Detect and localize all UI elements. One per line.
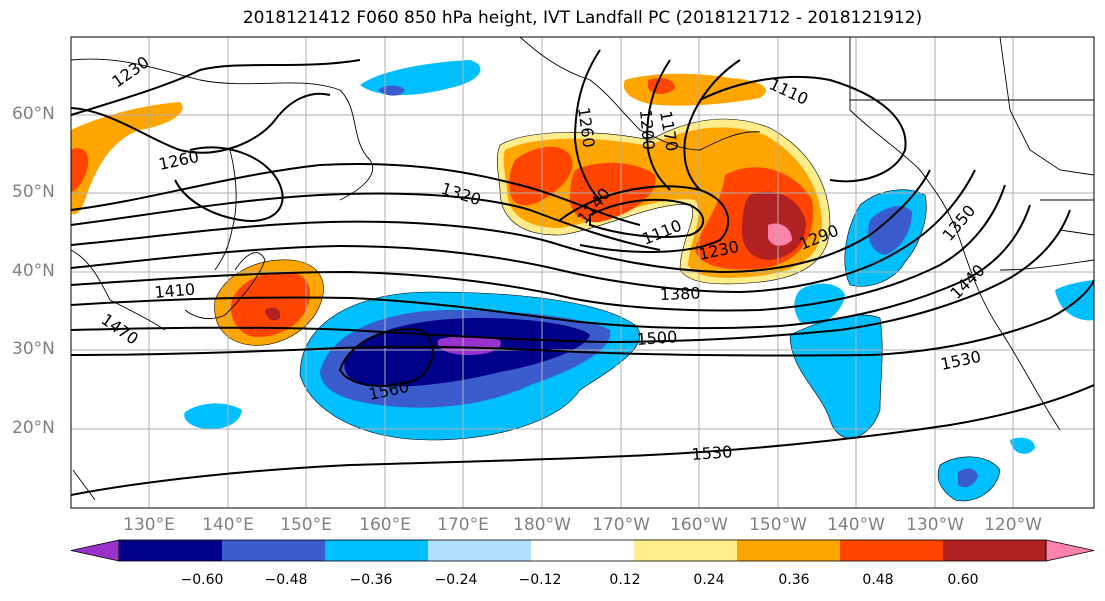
colorbar-swatch: [119, 540, 223, 561]
lat-label: 50°N: [12, 182, 55, 202]
colorbar-frame: [118, 539, 1047, 562]
colorbar-tick-label: 0.48: [862, 572, 894, 588]
height-contours: [71, 49, 1094, 496]
colorbar-tick-label: −0.60: [180, 572, 224, 588]
lat-label: 60°N: [12, 104, 55, 124]
lon-label: 120°W: [984, 515, 1042, 535]
lon-label: 150°W: [749, 515, 807, 535]
colorbar-tick-label: 0.60: [947, 572, 979, 588]
lon-label: 180°W: [513, 515, 571, 535]
map-frame: [70, 36, 1095, 509]
lat-label: 20°N: [12, 418, 55, 438]
colorbar-tick-label: −0.48: [264, 572, 308, 588]
colorbar-swatch: [634, 540, 738, 561]
colorbar-swatch: [222, 540, 326, 561]
colorbar: [70, 539, 1095, 562]
lon-label: 130°W: [906, 515, 964, 535]
lon-label: 170°W: [592, 515, 650, 535]
colorbar-extend-max: [1045, 539, 1095, 562]
colorbar-tick-label: 0.24: [693, 572, 725, 588]
map-title: 2018121412 F060 850 hPa height, IVT Land…: [242, 8, 923, 28]
colorbar-tick-label: 0.12: [609, 572, 641, 588]
contour-label: 1500: [636, 327, 678, 349]
lon-label: 160°E: [359, 515, 411, 535]
colorbar-swatch: [428, 540, 532, 561]
contour-label: 1530: [691, 442, 733, 464]
lat-label: 40°N: [12, 261, 55, 281]
lon-label: 140°W: [827, 515, 885, 535]
contour-label: 1410: [154, 280, 196, 302]
positive-anomaly-fill: [71, 73, 831, 346]
lon-label: 150°E: [280, 515, 332, 535]
colorbar-tick-label: 0.36: [778, 572, 810, 588]
coastlines: [71, 37, 1094, 501]
lon-label: 140°E: [202, 515, 254, 535]
colorbar-swatch: [531, 540, 635, 561]
lat-label: 30°N: [12, 339, 55, 359]
colorbar-swatch: [325, 540, 429, 561]
contour-label: 1200: [636, 109, 658, 151]
colorbar-tick-label: −0.36: [349, 572, 393, 588]
colorbar-swatch: [943, 540, 1047, 561]
lon-label: 160°W: [670, 515, 728, 535]
lon-label: 130°E: [123, 515, 175, 535]
map-plot-area: 1230 1260 1260 1200 1170 1110 1140 1110 …: [71, 37, 1094, 508]
colorbar-tick-label: −0.24: [434, 572, 478, 588]
colorbar-extend-min: [70, 539, 120, 562]
colorbar-tick-label: −0.12: [518, 572, 562, 588]
colorbar-swatch: [840, 540, 944, 561]
colorbar-swatch: [737, 540, 841, 561]
contour-label: 1380: [659, 284, 700, 304]
lon-label: 170°E: [437, 515, 489, 535]
